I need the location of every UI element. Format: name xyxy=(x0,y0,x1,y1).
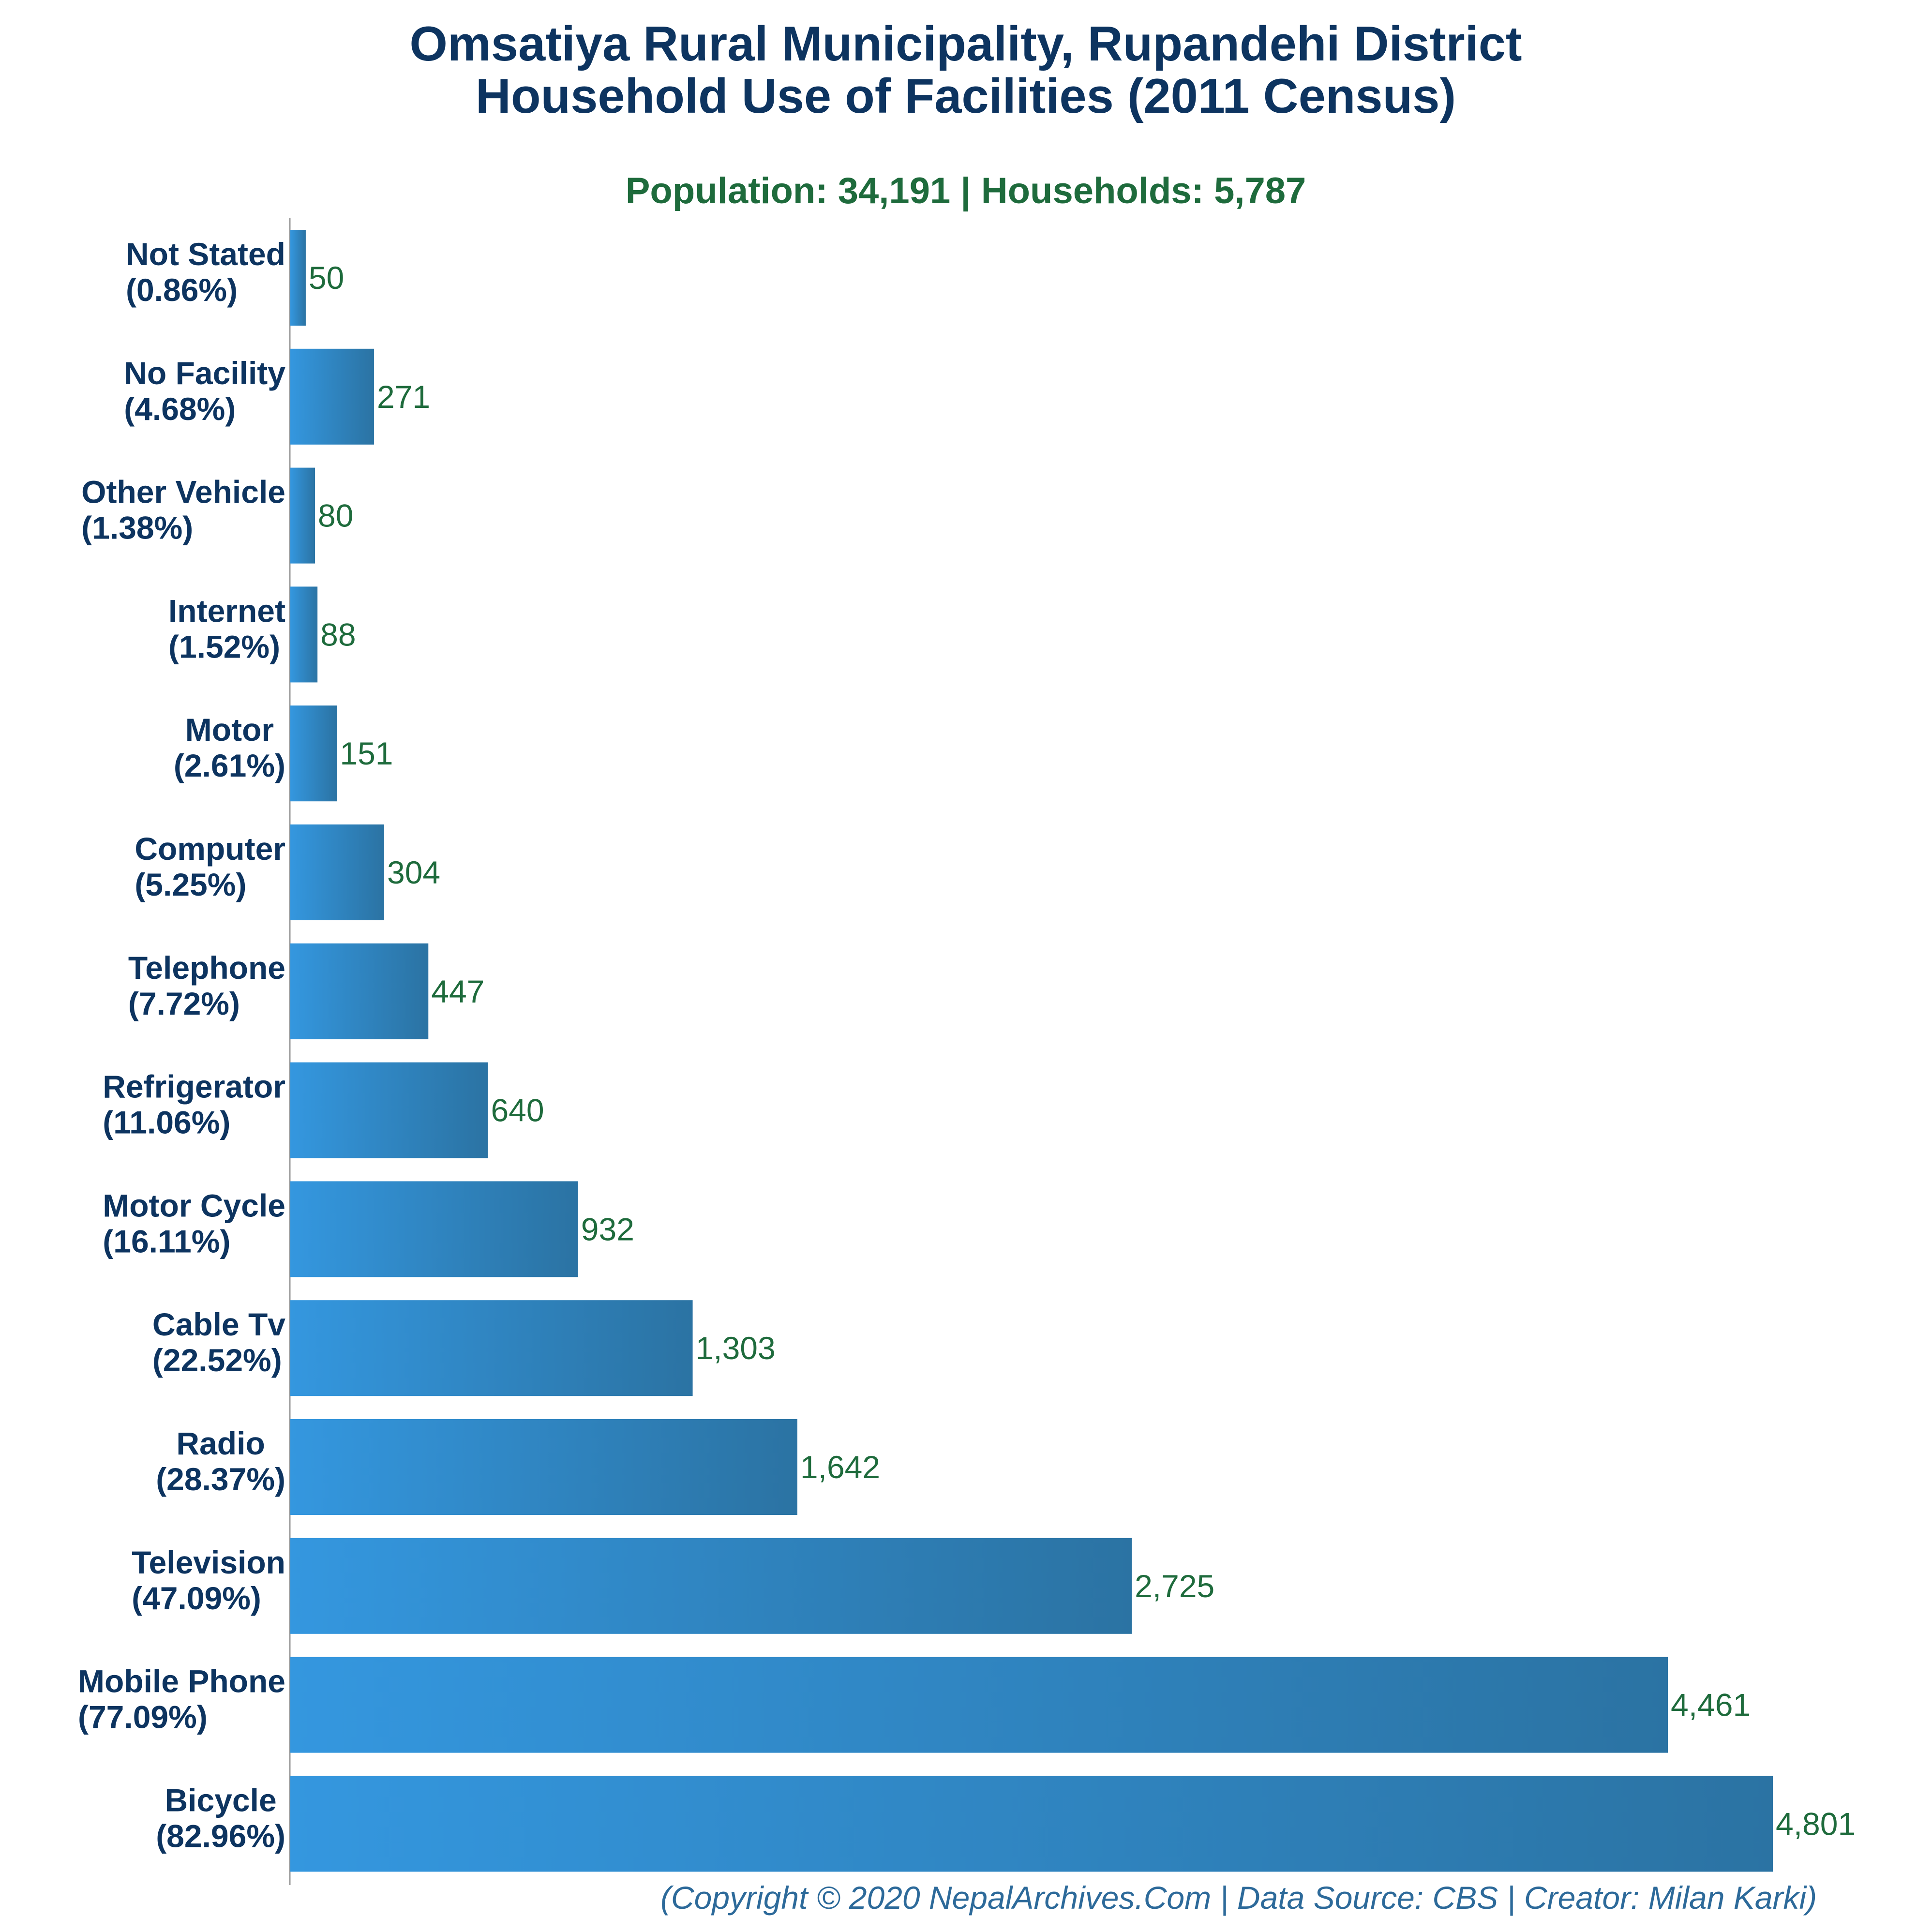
bar-3 xyxy=(290,586,318,683)
value-label-2: 80 xyxy=(318,498,353,534)
category-pct-7: (11.06%) xyxy=(103,1105,230,1140)
value-label-8: 932 xyxy=(581,1211,634,1247)
category-label-1: No Facility (4.68%) xyxy=(124,355,285,427)
value-label-1: 271 xyxy=(377,379,430,415)
value-label-9: 1,303 xyxy=(696,1330,776,1366)
bar-4 xyxy=(290,705,337,802)
category-name-3: Internet xyxy=(168,593,285,629)
category-pct-3: (1.52%) xyxy=(168,629,280,664)
category-label-2: Other Vehicle (1.38%) xyxy=(81,474,285,546)
category-pct-6: (7.72%) xyxy=(128,986,240,1021)
value-labels-group: 50 271 80 88 151 304 447 640 932 1,303 1,642 2,725 4… xyxy=(309,260,1856,1842)
value-label-4: 151 xyxy=(340,735,393,771)
category-label-3: Internet (1.52%) xyxy=(168,593,285,664)
bar-11 xyxy=(290,1538,1132,1634)
category-name-5: Computer xyxy=(135,831,285,867)
category-name-6: Telephone xyxy=(128,950,285,986)
chart-title-line-1: Omsatiya Rural Municipality, Rupandehi D… xyxy=(409,17,1522,71)
bar-0 xyxy=(290,230,306,326)
bar-8 xyxy=(290,1181,578,1277)
bar-7 xyxy=(290,1062,488,1158)
value-label-13: 4,801 xyxy=(1776,1806,1856,1842)
category-pct-4: (2.61%) xyxy=(174,748,285,783)
category-pct-12: (77.09%) xyxy=(78,1699,208,1735)
category-label-10: Radio (28.37%) xyxy=(156,1425,285,1497)
category-labels-group: Not Stated (0.86%) No Facility (4.68%) Other… xyxy=(78,236,285,1854)
value-label-5: 304 xyxy=(387,854,440,890)
bar-12 xyxy=(290,1657,1668,1753)
category-label-8: Motor Cycle (16.11%) xyxy=(103,1187,285,1259)
category-name-8: Motor Cycle xyxy=(103,1187,285,1223)
category-pct-1: (4.68%) xyxy=(124,391,236,427)
category-label-0: Not Stated (0.86%) xyxy=(126,236,285,308)
category-name-11: Television xyxy=(132,1544,285,1580)
category-pct-11: (47.09%) xyxy=(132,1580,261,1616)
bar-1 xyxy=(290,348,374,445)
category-name-0: Not Stated xyxy=(126,236,285,272)
bars-group xyxy=(290,230,1773,1872)
bar-5 xyxy=(290,824,385,920)
category-name-1: No Facility xyxy=(124,355,285,391)
category-label-5: Computer (5.25%) xyxy=(135,831,285,902)
category-pct-2: (1.38%) xyxy=(81,510,193,546)
category-pct-10: (28.37%) xyxy=(156,1461,285,1497)
category-label-7: Refrigerator (11.06%) xyxy=(103,1069,285,1140)
category-pct-13: (82.96%) xyxy=(156,1818,285,1854)
category-name-2: Other Vehicle xyxy=(81,474,285,510)
bar-10 xyxy=(290,1419,797,1515)
credit-footer: (Copyright © 2020 NepalArchives.Com | Da… xyxy=(660,1880,1817,1917)
category-pct-0: (0.86%) xyxy=(126,272,238,308)
value-label-3: 88 xyxy=(320,616,356,652)
chart-subtitle: Population: 34,191 | Households: 5,787 xyxy=(626,170,1306,212)
category-name-13: Bicycle xyxy=(165,1782,277,1818)
category-pct-9: (22.52%) xyxy=(152,1342,282,1378)
category-label-4: Motor (2.61%) xyxy=(174,712,285,783)
category-name-12: Mobile Phone xyxy=(78,1663,285,1699)
category-label-6: Telephone (7.72%) xyxy=(128,950,285,1021)
category-name-9: Cable Tv xyxy=(152,1306,285,1342)
value-label-10: 1,642 xyxy=(800,1449,880,1485)
category-pct-8: (16.11%) xyxy=(103,1223,230,1259)
category-label-12: Mobile Phone (77.09%) xyxy=(78,1663,285,1735)
bar-6 xyxy=(290,943,429,1039)
category-name-7: Refrigerator xyxy=(103,1069,285,1105)
chart-title-line-2: Household Use of Facilities (2011 Census… xyxy=(476,69,1456,123)
category-pct-5: (5.25%) xyxy=(135,867,246,902)
value-label-7: 640 xyxy=(491,1093,544,1128)
category-label-9: Cable Tv (22.52%) xyxy=(152,1306,285,1378)
value-label-12: 4,461 xyxy=(1671,1687,1751,1723)
bar-9 xyxy=(290,1300,693,1396)
category-name-4: Motor xyxy=(185,712,274,748)
category-name-10: Radio xyxy=(176,1425,265,1461)
bar-2 xyxy=(290,467,315,564)
category-label-13: Bicycle (82.96%) xyxy=(156,1782,285,1854)
value-label-0: 50 xyxy=(309,260,344,296)
category-label-11: Television (47.09%) xyxy=(132,1544,285,1616)
value-label-11: 2,725 xyxy=(1135,1568,1214,1604)
bar-13 xyxy=(290,1776,1773,1872)
value-label-6: 447 xyxy=(431,973,484,1009)
